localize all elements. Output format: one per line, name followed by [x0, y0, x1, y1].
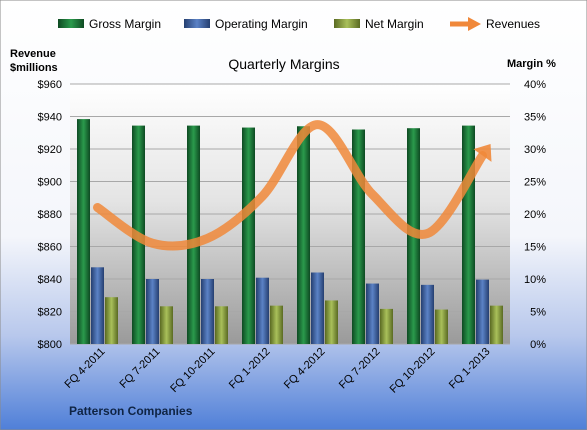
bar-operating-margin [146, 279, 159, 344]
left-axis-label-line1: Revenue [10, 48, 56, 60]
legend-swatch-revenues [450, 17, 481, 31]
bar-operating-margin [201, 279, 214, 344]
right-tick-label: 10% [524, 274, 546, 286]
chart-title: Quarterly Margins [228, 56, 339, 72]
left-tick-label: $920 [38, 144, 62, 156]
bar-operating-margin [476, 279, 489, 344]
bar-net-margin [270, 305, 283, 344]
legend: Gross Margin Operating Margin Net Margin… [58, 17, 540, 31]
left-tick-label: $900 [38, 177, 62, 189]
right-tick-label: 25% [524, 177, 546, 189]
left-tick-label: $840 [38, 274, 62, 286]
bar-gross-margin [77, 119, 90, 344]
legend-label-operating-margin: Operating Margin [215, 17, 308, 31]
legend-label-gross-margin: Gross Margin [89, 17, 161, 31]
bar-net-margin [435, 309, 448, 344]
bar-net-margin [380, 308, 393, 344]
bar-gross-margin [297, 126, 310, 344]
legend-swatch-gross-margin [58, 19, 84, 28]
bar-gross-margin [242, 127, 255, 344]
left-tick-label: $800 [38, 339, 62, 351]
right-tick-label: 35% [524, 112, 546, 124]
bar-net-margin [160, 306, 173, 344]
right-tick-label: 40% [524, 79, 546, 91]
right-tick-label: 0% [530, 339, 546, 351]
company-name: Patterson Companies [69, 404, 193, 418]
bar-operating-margin [256, 277, 269, 344]
left-axis-label-line2: $millions [10, 62, 58, 74]
left-tick-label: $940 [38, 112, 62, 124]
bar-net-margin [325, 300, 338, 344]
right-axis-ticks: 0% 5% 10% 15% 20% 25% 30% 35% 40% [524, 79, 546, 351]
revenue-line [93, 120, 492, 251]
bar-net-margin [490, 305, 503, 344]
right-tick-label: 5% [530, 307, 546, 319]
left-tick-label: $860 [38, 242, 62, 254]
bar-operating-margin [311, 272, 324, 344]
right-tick-label: 20% [524, 209, 546, 221]
legend-swatch-operating-margin [184, 19, 210, 28]
right-axis-label: Margin % [507, 58, 556, 70]
legend-swatch-net-margin [334, 19, 360, 28]
legend-label-revenues: Revenues [486, 17, 540, 31]
bar-net-margin [215, 306, 228, 344]
bar-gross-margin [187, 125, 200, 344]
bar-operating-margin [91, 267, 104, 344]
left-tick-label: $960 [38, 79, 62, 91]
revenue-arrowhead [473, 144, 492, 162]
bar-operating-margin [366, 283, 379, 344]
legend-label-net-margin: Net Margin [365, 17, 424, 31]
revenue-line-path [93, 120, 487, 251]
left-tick-label: $820 [38, 307, 62, 319]
right-tick-label: 15% [524, 242, 546, 254]
right-tick-label: 30% [524, 144, 546, 156]
left-tick-label: $880 [38, 209, 62, 221]
bar-operating-margin [421, 284, 434, 344]
bar-gross-margin [462, 125, 475, 344]
left-axis-ticks: $800 $820 $840 $860 $880 $900 $920 $940 $960 [38, 79, 62, 351]
bar-net-margin [105, 297, 118, 344]
